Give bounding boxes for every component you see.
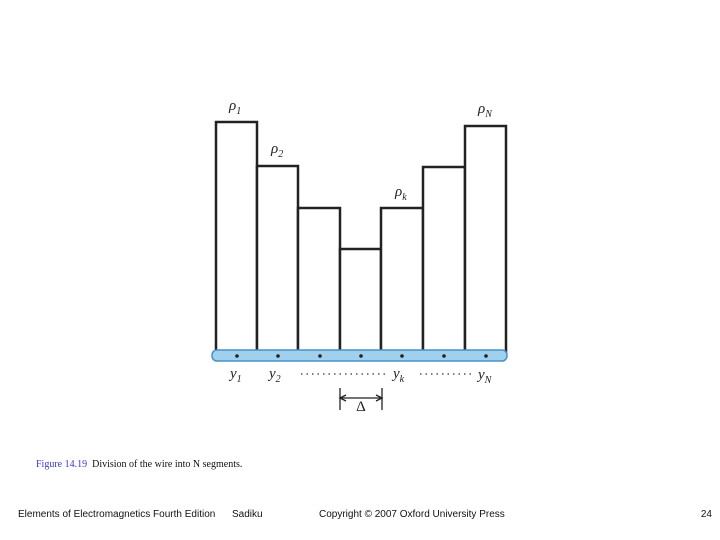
delta-dimension [338, 388, 384, 410]
label: y2 [267, 366, 281, 385]
label: y1 [228, 366, 242, 385]
label: ρk [394, 184, 407, 203]
segment-bar [255, 164, 300, 357]
segment-bar [463, 124, 508, 357]
footer-book: Elements of Electromagnetics Fourth Edit… [18, 509, 215, 520]
delta-label: Δ [356, 399, 366, 415]
caption: Figure 14.19 Division of the wire into N … [36, 459, 242, 470]
label: ρN [477, 101, 493, 120]
label: ρ2 [270, 141, 283, 160]
label: yN [476, 367, 493, 386]
footer-author: Sadiku [232, 509, 263, 520]
segment-bar [338, 247, 383, 357]
diagram: ρ1 ρ2 ρk ρN y1 y2 yk yN Δ [211, 98, 508, 415]
segment-bar [379, 206, 425, 357]
page-number: 24 [701, 509, 713, 520]
label: ρ1 [228, 98, 241, 117]
segment-centers [235, 354, 488, 358]
label: yk [391, 366, 405, 385]
footer-copyright: Copyright © 2007 Oxford University Press [319, 509, 505, 520]
segment-bar [214, 120, 259, 357]
segment-bar [296, 206, 342, 357]
segment-bar [421, 165, 467, 357]
